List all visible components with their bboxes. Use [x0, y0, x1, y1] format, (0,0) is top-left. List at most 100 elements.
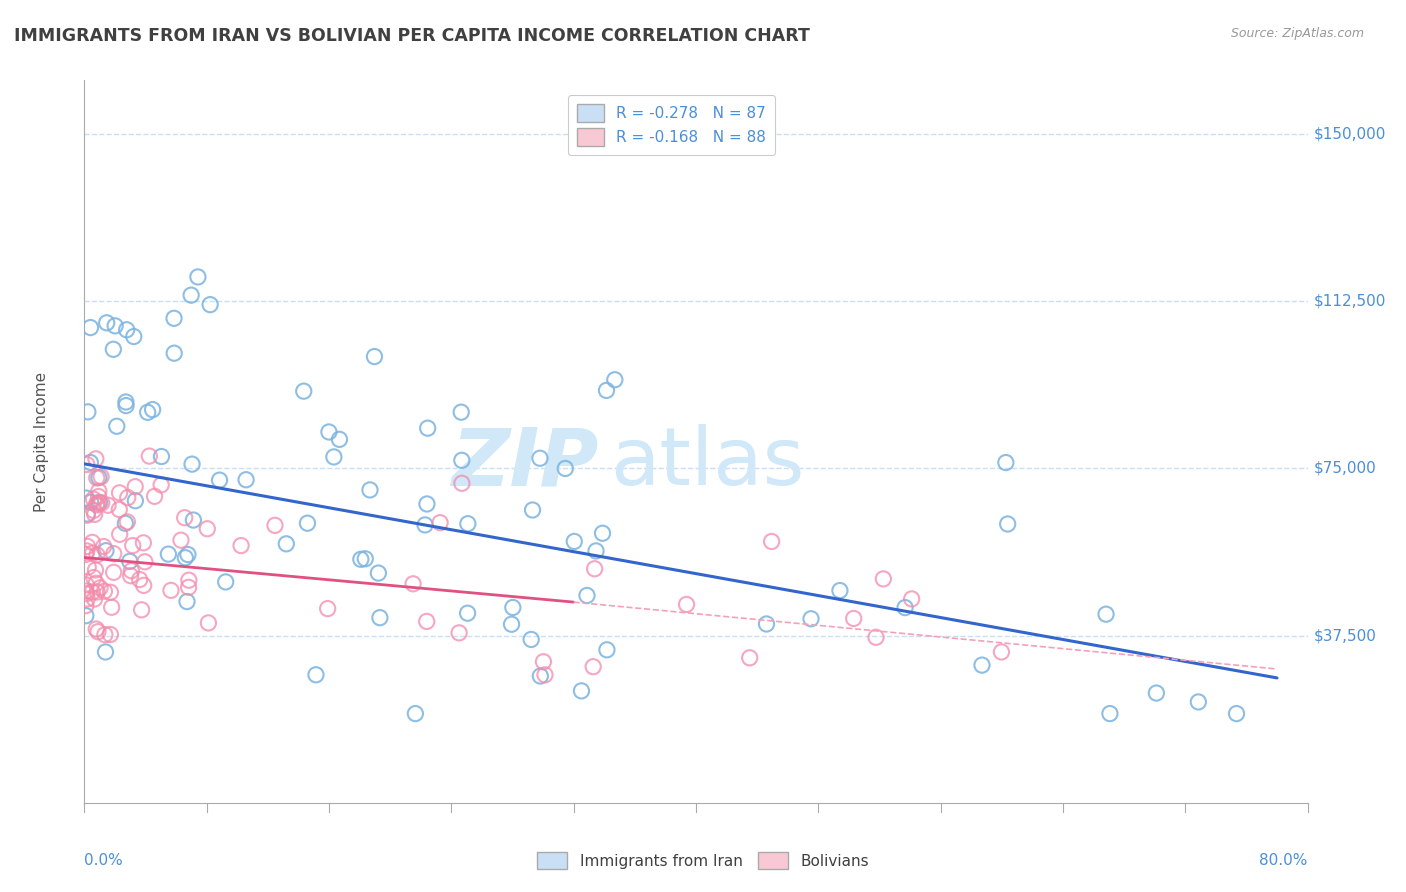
Point: [997, 516, 1019, 531]
Point: [585, 544, 607, 558]
Point: [359, 483, 381, 497]
Point: [675, 598, 697, 612]
Point: [583, 562, 606, 576]
Point: [94, 628, 117, 642]
Point: [180, 288, 202, 302]
Point: [354, 551, 377, 566]
Point: [554, 461, 576, 475]
Point: [596, 642, 619, 657]
Point: [533, 655, 555, 669]
Point: [970, 658, 993, 673]
Point: [75, 599, 97, 613]
Point: [86, 498, 108, 512]
Point: [163, 311, 186, 326]
Point: [87, 624, 110, 639]
Point: [108, 527, 131, 541]
Point: [367, 566, 389, 580]
Point: [118, 554, 141, 568]
Point: [363, 350, 385, 364]
Point: [132, 536, 155, 550]
Point: [595, 384, 617, 398]
Text: Per Capita Income: Per Capita Income: [34, 371, 49, 512]
Point: [350, 552, 373, 566]
Point: [76, 458, 98, 472]
Point: [502, 600, 524, 615]
Point: [229, 539, 252, 553]
Point: [115, 399, 138, 413]
Point: [900, 591, 922, 606]
Point: [86, 471, 108, 485]
Point: [894, 600, 917, 615]
Point: [76, 544, 98, 558]
Point: [103, 566, 125, 580]
Point: [76, 508, 98, 523]
Point: [122, 329, 145, 343]
Point: [87, 490, 110, 504]
Point: [529, 451, 551, 466]
Point: [128, 573, 150, 587]
Point: [1225, 706, 1247, 721]
Point: [114, 516, 136, 531]
Point: [415, 615, 437, 629]
Point: [195, 522, 218, 536]
Point: [1098, 706, 1121, 721]
Point: [292, 384, 315, 399]
Point: [592, 526, 614, 541]
Point: [761, 534, 783, 549]
Point: [402, 576, 425, 591]
Point: [143, 489, 166, 503]
Point: [93, 584, 115, 599]
Point: [582, 659, 605, 673]
Point: [416, 421, 439, 435]
Point: [198, 298, 221, 312]
Point: [318, 425, 340, 439]
Point: [103, 547, 125, 561]
Point: [120, 564, 142, 578]
Point: [157, 547, 180, 561]
Point: [77, 560, 100, 574]
Point: [117, 515, 139, 529]
Point: [990, 645, 1012, 659]
Point: [197, 615, 219, 630]
Point: [83, 570, 105, 584]
Point: [176, 594, 198, 608]
Point: [872, 572, 894, 586]
Point: [416, 497, 439, 511]
Point: [522, 503, 544, 517]
Point: [142, 402, 165, 417]
Point: [163, 346, 186, 360]
Point: [75, 584, 97, 599]
Text: 0.0%: 0.0%: [84, 854, 124, 869]
Point: [87, 470, 110, 484]
Point: [994, 456, 1017, 470]
Point: [117, 491, 139, 505]
Point: [75, 547, 97, 561]
Point: [83, 592, 105, 607]
Point: [755, 617, 778, 632]
Point: [134, 555, 156, 569]
Point: [571, 684, 593, 698]
Point: [124, 493, 146, 508]
Point: [115, 395, 138, 409]
Point: [1144, 686, 1167, 700]
Point: [368, 610, 391, 624]
Text: Source: ZipAtlas.com: Source: ZipAtlas.com: [1230, 27, 1364, 40]
Point: [603, 373, 626, 387]
Point: [82, 546, 104, 560]
Point: [75, 578, 97, 592]
Point: [150, 478, 173, 492]
Text: $112,500: $112,500: [1313, 293, 1386, 309]
Point: [84, 451, 107, 466]
Point: [501, 617, 523, 632]
Point: [457, 606, 479, 620]
Legend: Immigrants from Iran, Bolivians: Immigrants from Iran, Bolivians: [530, 846, 876, 875]
Point: [124, 480, 146, 494]
Point: [177, 548, 200, 562]
Point: [79, 320, 101, 334]
Point: [170, 533, 193, 548]
Text: $75,000: $75,000: [1313, 461, 1376, 475]
Point: [264, 518, 287, 533]
Point: [136, 405, 159, 419]
Point: [94, 645, 117, 659]
Point: [83, 503, 105, 517]
